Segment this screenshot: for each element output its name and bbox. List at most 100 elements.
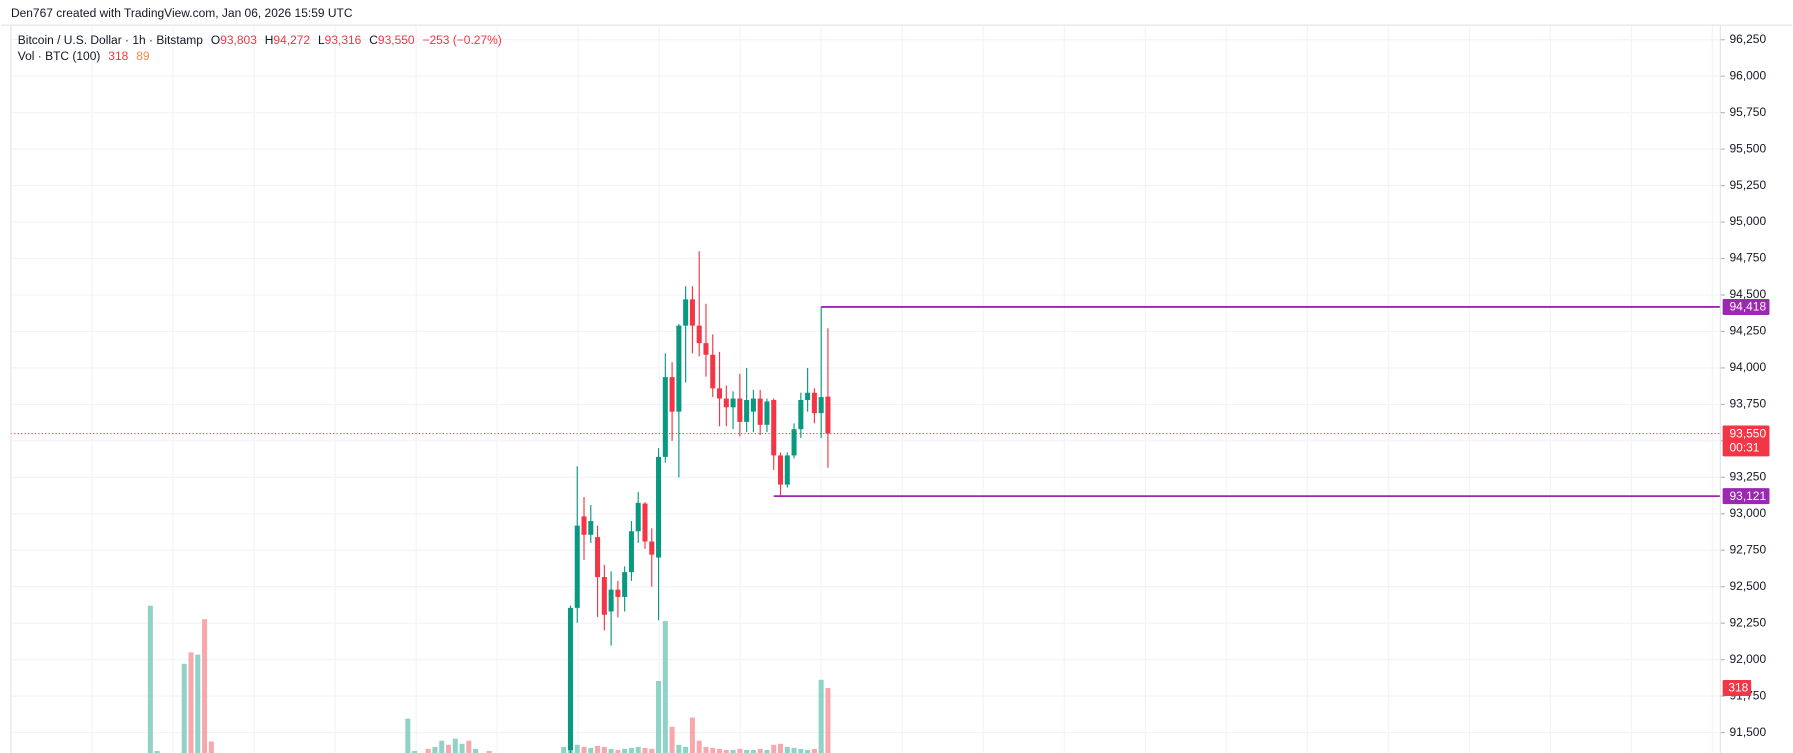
volume-bar: [147, 605, 153, 753]
candle-body: [798, 400, 804, 430]
volume-bar: [669, 726, 675, 753]
candle-body: [567, 607, 573, 751]
last-price-box: [1722, 425, 1770, 457]
candle-body: [656, 456, 662, 558]
volume-bar: [622, 748, 628, 753]
candle-body: [581, 516, 587, 535]
volume-bar: [818, 679, 824, 753]
volume-bar: [798, 748, 804, 753]
y-tick-label: 92,000: [1729, 652, 1766, 666]
volume-bar: [771, 744, 777, 753]
y-tick-label: 94,000: [1729, 360, 1766, 374]
volume-bar: [445, 744, 452, 753]
candle-body: [744, 400, 750, 422]
candle-body: [764, 401, 770, 425]
candle-body: [574, 525, 580, 608]
volume-last: 318: [108, 49, 128, 63]
countdown-label: 00:31: [1729, 441, 1759, 455]
volume-bar: [649, 748, 655, 753]
level-label-box: [1722, 298, 1770, 315]
volume-bar: [452, 738, 458, 753]
candle-body: [717, 388, 723, 399]
volume-bar: [642, 747, 648, 753]
volume-bar: [635, 746, 641, 753]
caption: Den767 created with TradingView.com, Jan…: [11, 6, 353, 20]
volume-bar: [601, 746, 607, 753]
volume-bar: [595, 745, 601, 753]
volume-bar: [777, 743, 784, 753]
volume-bar: [689, 717, 695, 753]
level-label-box: [1722, 488, 1770, 505]
ohlc-value: 93,316: [325, 33, 362, 47]
ohlc-key: L: [318, 33, 325, 47]
candle-body: [784, 455, 790, 485]
ohlc-value: 93,550: [378, 33, 415, 47]
volume-bar: [662, 621, 668, 753]
volume-bar: [676, 744, 682, 753]
volume-bar: [432, 746, 438, 753]
y-tick-label: 95,750: [1729, 105, 1766, 119]
y-tick-label: 93,750: [1729, 397, 1766, 411]
candle-body: [730, 398, 736, 408]
volume-bar: [615, 749, 621, 753]
candle-body: [615, 589, 621, 597]
candle-body: [737, 398, 743, 422]
legend-symbol: Bitcoin / U.S. Dollar · 1h · Bitstamp O9…: [18, 33, 502, 47]
y-tick-label: 96,000: [1729, 68, 1766, 82]
volume-bar: [750, 749, 756, 753]
volume-bar: [581, 746, 587, 753]
volume-bar: [405, 718, 411, 753]
volume-bar: [439, 740, 445, 753]
candle-body: [642, 503, 648, 542]
candle-body: [805, 392, 811, 401]
volume-axis-box: [1722, 679, 1752, 696]
volume-bar: [561, 746, 567, 753]
symbol: Bitcoin / U.S. Dollar · 1h · Bitstamp: [18, 33, 203, 47]
y-tick-label: 92,500: [1729, 579, 1766, 593]
volume-bar: [574, 744, 580, 753]
y-tick-label: 95,000: [1729, 214, 1766, 228]
candle-body: [710, 354, 716, 389]
ohlc-value: 94,272: [273, 33, 310, 47]
candle-body: [676, 325, 682, 412]
volume-bar: [473, 748, 479, 753]
y-tick-label: 94,500: [1729, 287, 1766, 301]
volume-bar: [805, 749, 811, 753]
candle-body: [595, 537, 601, 578]
y-tick-label: 93,250: [1729, 469, 1766, 483]
candle-body: [696, 325, 702, 344]
volume-title: Vol · BTC (100): [18, 49, 101, 63]
candle-body: [825, 396, 831, 434]
candle-body: [662, 377, 668, 457]
y-tick-label: 95,500: [1729, 141, 1766, 155]
candle-body: [791, 429, 797, 456]
candle-body: [771, 400, 777, 456]
volume-bar: [466, 740, 472, 753]
candle-body: [683, 299, 689, 326]
y-tick-label: 94,750: [1729, 251, 1766, 265]
volume-bar: [717, 748, 723, 753]
volume-bar: [412, 750, 418, 753]
volume-bar: [757, 748, 763, 753]
candle-body: [649, 541, 655, 555]
volume-bar: [730, 749, 736, 753]
volume-bar: [811, 748, 817, 753]
volume-bar: [628, 747, 634, 753]
volume-bar: [764, 749, 770, 753]
candle-body: [588, 521, 594, 535]
volume-bar: [696, 740, 702, 753]
volume-bar: [825, 687, 831, 753]
candle-body: [818, 397, 824, 414]
candle-body: [757, 398, 763, 425]
volume-bar: [703, 746, 709, 753]
volume-bar: [710, 747, 716, 753]
volume-bar: [588, 747, 594, 753]
candle-body: [750, 398, 756, 412]
volume-bar: [656, 681, 662, 753]
y-tick-label: 92,250: [1729, 615, 1766, 629]
y-tick-label: 94,250: [1729, 324, 1766, 338]
volume-bar: [486, 750, 492, 753]
